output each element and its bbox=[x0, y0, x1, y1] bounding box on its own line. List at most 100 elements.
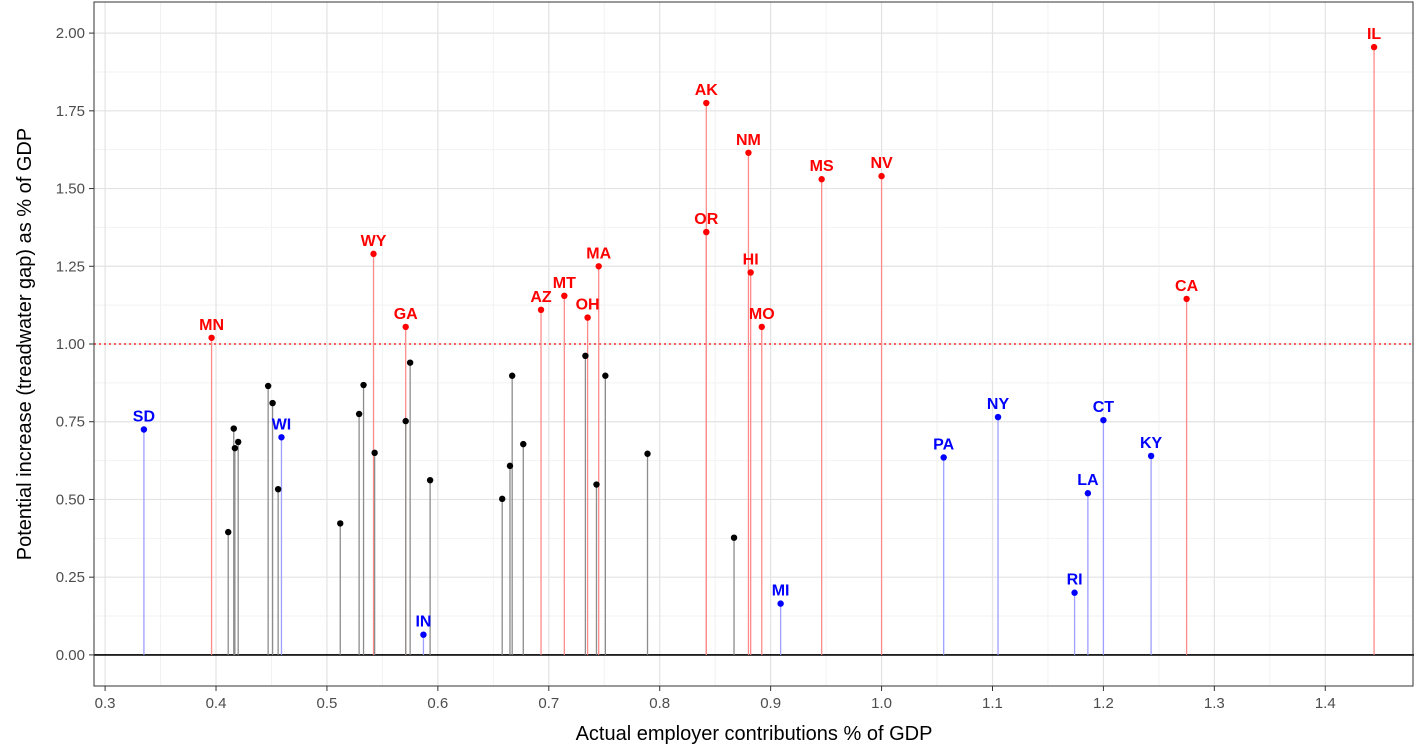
data-point bbox=[582, 352, 589, 360]
data-label: SD bbox=[133, 409, 155, 426]
data-point bbox=[818, 176, 825, 183]
data-point bbox=[406, 359, 414, 366]
data-points bbox=[140, 43, 1378, 638]
data-label: CT bbox=[1093, 399, 1115, 416]
data-point bbox=[140, 426, 148, 433]
y-tick-label: 0.00 bbox=[56, 647, 85, 664]
y-axis: 0.00 0.25 0.50 0.75 1.00 1.25 1.50 1.75 2.00 bbox=[56, 25, 94, 664]
x-tick-label: 0.7 bbox=[538, 695, 559, 712]
data-point bbox=[1147, 452, 1155, 460]
data-point bbox=[777, 600, 784, 607]
data-label: NV bbox=[870, 155, 893, 172]
data-point bbox=[225, 528, 232, 536]
data-point bbox=[745, 149, 752, 156]
data-point bbox=[584, 314, 591, 321]
data-label: MO bbox=[749, 306, 775, 323]
data-point bbox=[278, 434, 285, 441]
data-point bbox=[337, 520, 344, 527]
data-point bbox=[730, 534, 738, 541]
data-point bbox=[602, 372, 609, 379]
y-tick-label: 1.75 bbox=[56, 103, 85, 120]
data-point bbox=[274, 485, 282, 493]
data-label: MT bbox=[553, 275, 576, 292]
data-label: NM bbox=[736, 132, 761, 149]
data-point bbox=[355, 410, 363, 418]
y-tick-label: 1.25 bbox=[56, 258, 85, 275]
data-point bbox=[595, 263, 602, 270]
data-point bbox=[940, 454, 947, 461]
x-tick-label: 0.5 bbox=[317, 695, 338, 712]
x-tick-label: 1.0 bbox=[871, 695, 892, 712]
data-label: MI bbox=[772, 583, 790, 600]
data-point bbox=[402, 417, 409, 425]
data-point bbox=[537, 306, 545, 313]
data-point bbox=[520, 440, 527, 448]
y-tick-label: 2.00 bbox=[56, 25, 85, 42]
data-label: IL bbox=[1367, 26, 1381, 43]
data-point bbox=[269, 399, 276, 407]
data-label: IN bbox=[415, 614, 431, 631]
data-point bbox=[508, 372, 516, 379]
data-label: GA bbox=[394, 306, 418, 323]
data-label: OH bbox=[576, 297, 600, 314]
data-point bbox=[264, 382, 272, 390]
data-label: WY bbox=[361, 233, 387, 250]
data-label: LA bbox=[1077, 472, 1099, 489]
data-label: AK bbox=[695, 82, 719, 99]
data-label: MA bbox=[586, 245, 611, 262]
data-point bbox=[747, 269, 754, 276]
data-point bbox=[1084, 490, 1092, 497]
data-point bbox=[208, 334, 215, 341]
data-point bbox=[426, 476, 434, 484]
y-tick-label: 0.50 bbox=[56, 491, 85, 508]
data-point bbox=[371, 449, 378, 457]
data-label: PA bbox=[933, 436, 954, 453]
data-point bbox=[230, 425, 237, 432]
data-label: RI bbox=[1067, 572, 1083, 589]
data-point bbox=[1071, 589, 1078, 596]
y-tick-label: 1.00 bbox=[56, 336, 85, 353]
data-point bbox=[235, 438, 242, 446]
y-tick-label: 0.25 bbox=[56, 569, 85, 586]
data-label: CA bbox=[1175, 278, 1199, 295]
data-point bbox=[703, 99, 710, 107]
x-tick-label: 0.8 bbox=[649, 695, 670, 712]
data-point bbox=[506, 462, 514, 470]
data-point bbox=[703, 228, 710, 236]
x-tick-label: 0.6 bbox=[427, 695, 448, 712]
x-tick-label: 0.4 bbox=[206, 695, 227, 712]
data-point bbox=[758, 323, 765, 331]
data-point bbox=[1100, 416, 1107, 424]
x-tick-label: 1.2 bbox=[1093, 695, 1114, 712]
data-point bbox=[1183, 295, 1190, 303]
data-label: OR bbox=[694, 211, 718, 228]
reference-lines bbox=[94, 343, 1414, 656]
x-axis: 0.3 0.4 0.5 0.6 0.7 0.8 0.9 1.0 1.1 1.2 1.3 1.4 bbox=[95, 686, 1336, 712]
x-tick-label: 0.3 bbox=[95, 695, 116, 712]
data-point bbox=[499, 495, 506, 503]
x-tick-label: 1.1 bbox=[982, 695, 1003, 712]
y-axis-title: Potential increase (treadwater gap) as %… bbox=[14, 128, 36, 560]
data-label: MN bbox=[199, 317, 224, 334]
data-point bbox=[1370, 43, 1378, 51]
data-label: HI bbox=[743, 251, 759, 268]
data-label: AZ bbox=[530, 289, 552, 306]
x-tick-label: 1.4 bbox=[1315, 695, 1336, 712]
stems bbox=[143, 47, 1375, 655]
data-point bbox=[231, 444, 239, 452]
data-label: MS bbox=[810, 158, 834, 175]
data-point bbox=[370, 250, 377, 258]
data-point bbox=[402, 323, 409, 331]
data-label: NY bbox=[987, 396, 1010, 413]
data-point bbox=[878, 172, 885, 180]
x-tick-label: 1.3 bbox=[1204, 695, 1225, 712]
data-point bbox=[644, 450, 651, 457]
data-label: WI bbox=[272, 416, 292, 433]
y-tick-label: 0.75 bbox=[56, 414, 85, 431]
data-point bbox=[593, 481, 600, 488]
x-axis-title: Actual employer contributions % of GDP bbox=[576, 723, 933, 745]
x-tick-label: 0.9 bbox=[760, 695, 781, 712]
